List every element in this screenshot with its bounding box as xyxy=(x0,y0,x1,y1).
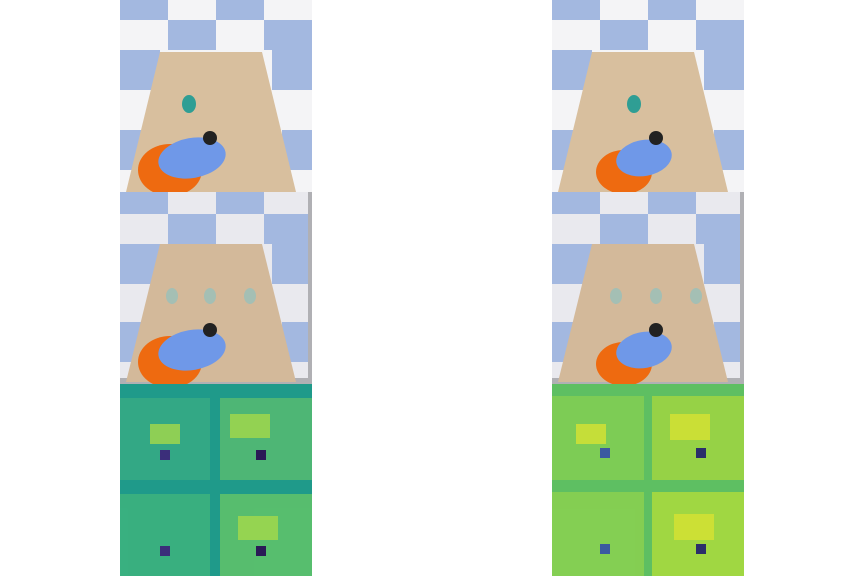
gripper xyxy=(203,131,217,145)
left-feature-heatmap xyxy=(120,384,312,576)
left-scene-render xyxy=(120,0,312,192)
right-image-column xyxy=(552,0,744,576)
right-scene-composite xyxy=(552,192,744,384)
right-feature-heatmap xyxy=(552,384,744,576)
left-image-column xyxy=(120,0,312,576)
left-scene-composite xyxy=(120,192,312,384)
robot-arm xyxy=(158,137,226,179)
right-scene-render xyxy=(552,0,744,192)
target-object xyxy=(182,95,196,113)
